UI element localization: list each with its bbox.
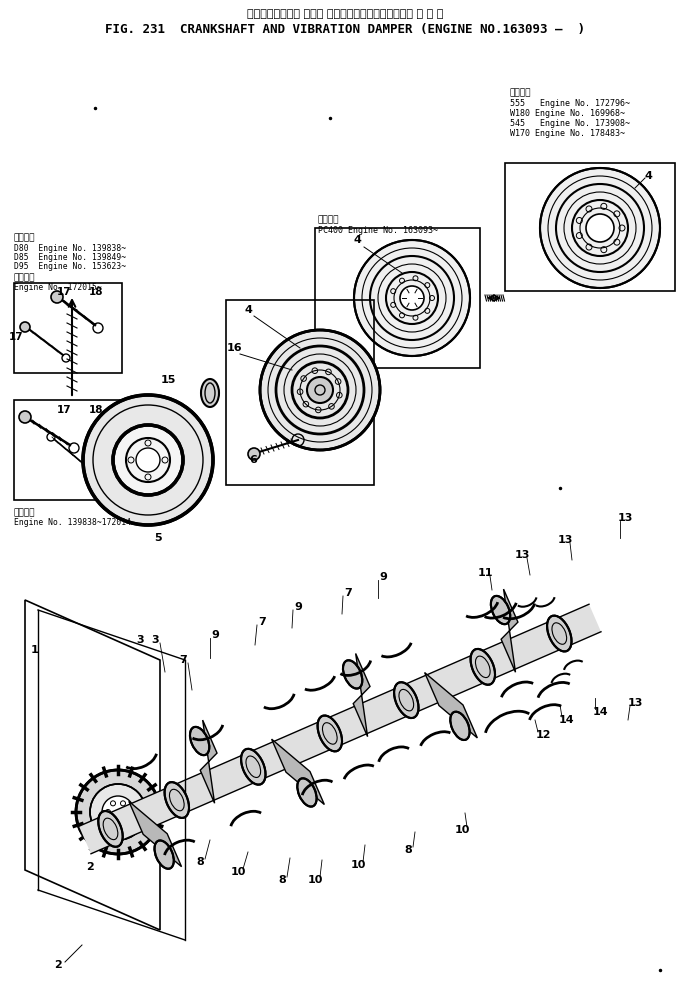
Text: 8: 8	[196, 857, 204, 867]
Text: W170 Engine No. 178483~: W170 Engine No. 178483~	[510, 128, 625, 137]
Text: 14: 14	[559, 715, 575, 725]
Text: 12: 12	[535, 730, 551, 740]
Circle shape	[76, 770, 160, 854]
Bar	[315, 228, 480, 368]
Text: 17: 17	[57, 287, 71, 297]
Text: 2: 2	[86, 862, 94, 872]
Text: D85  Engine No. 139849~: D85 Engine No. 139849~	[14, 253, 126, 262]
Text: 4: 4	[353, 235, 361, 245]
Ellipse shape	[343, 660, 362, 688]
Text: 13: 13	[558, 535, 573, 545]
Circle shape	[540, 168, 660, 288]
Text: 17: 17	[9, 332, 23, 342]
Text: Engine No. 172015~: Engine No. 172015~	[14, 283, 101, 292]
Circle shape	[354, 240, 470, 356]
Bar	[14, 283, 122, 373]
Circle shape	[400, 286, 424, 310]
Bar	[14, 400, 122, 500]
Text: 18: 18	[89, 405, 104, 415]
Circle shape	[20, 322, 30, 332]
Circle shape	[248, 448, 260, 460]
Text: 14: 14	[592, 707, 608, 717]
Circle shape	[113, 425, 183, 495]
Text: 7: 7	[179, 655, 187, 665]
Ellipse shape	[317, 715, 342, 751]
Text: 1: 1	[31, 645, 39, 655]
Ellipse shape	[98, 811, 123, 847]
Polygon shape	[424, 672, 477, 738]
Text: PC400 Engine No. 163093~: PC400 Engine No. 163093~	[318, 225, 438, 234]
Text: 11: 11	[477, 568, 493, 578]
Text: 4: 4	[244, 305, 252, 315]
Polygon shape	[272, 739, 324, 805]
Circle shape	[136, 448, 160, 472]
Ellipse shape	[201, 379, 219, 407]
Text: 7: 7	[258, 617, 266, 627]
Text: 16: 16	[226, 343, 242, 353]
Ellipse shape	[190, 727, 209, 755]
Bar	[505, 163, 675, 291]
Text: 13: 13	[514, 550, 530, 560]
Bar	[226, 300, 374, 485]
Ellipse shape	[165, 782, 189, 818]
Circle shape	[260, 330, 380, 450]
Polygon shape	[79, 605, 601, 854]
Ellipse shape	[491, 596, 510, 624]
Text: 18: 18	[89, 287, 104, 297]
Text: 2: 2	[54, 960, 62, 970]
Text: 8: 8	[278, 875, 286, 885]
Text: W180 Engine No. 169968~: W180 Engine No. 169968~	[510, 109, 625, 118]
Text: 10: 10	[307, 875, 323, 885]
Text: FIG. 231  CRANKSHAFT AND VIBRATION DAMPER (ENGINE NO.163093 –  ): FIG. 231 CRANKSHAFT AND VIBRATION DAMPER…	[105, 23, 585, 36]
Text: 7: 7	[344, 588, 352, 598]
Circle shape	[90, 784, 146, 840]
Text: 9: 9	[211, 630, 219, 640]
Text: 適用号機: 適用号機	[14, 274, 35, 283]
Text: 9: 9	[294, 602, 302, 612]
Circle shape	[307, 377, 333, 403]
Polygon shape	[129, 802, 181, 867]
Polygon shape	[501, 589, 518, 672]
Text: 10: 10	[454, 825, 470, 835]
Circle shape	[51, 291, 63, 303]
Polygon shape	[353, 653, 370, 737]
Text: 4: 4	[644, 171, 652, 181]
Ellipse shape	[451, 712, 470, 740]
Text: 10: 10	[230, 867, 246, 877]
Ellipse shape	[241, 749, 266, 785]
Text: 555   Engine No. 172796~: 555 Engine No. 172796~	[510, 99, 630, 108]
Circle shape	[83, 395, 213, 525]
Ellipse shape	[155, 841, 174, 869]
Text: 9: 9	[379, 572, 387, 582]
Text: 適用号機: 適用号機	[318, 215, 339, 224]
Text: クランクシャフト および バイブレーションダンパ　適 用 号 機: クランクシャフト および バイブレーションダンパ 適 用 号 機	[247, 9, 443, 19]
Ellipse shape	[471, 649, 495, 685]
Text: 13: 13	[618, 513, 633, 523]
Text: 8: 8	[404, 845, 412, 855]
Text: 5: 5	[154, 533, 162, 543]
Text: 15: 15	[160, 375, 176, 385]
Text: 適用号機: 適用号機	[14, 233, 35, 242]
Text: D80  Engine No. 139838~: D80 Engine No. 139838~	[14, 243, 126, 253]
Circle shape	[102, 796, 134, 828]
Text: 適用号機: 適用号機	[510, 89, 531, 98]
Ellipse shape	[394, 682, 419, 718]
Text: 545   Engine No. 173908~: 545 Engine No. 173908~	[510, 119, 630, 127]
Text: 適用号機: 適用号機	[14, 509, 35, 518]
Text: 10: 10	[351, 860, 366, 870]
Text: 3: 3	[151, 635, 159, 645]
Circle shape	[586, 214, 614, 242]
Ellipse shape	[547, 616, 571, 651]
Text: 13: 13	[627, 698, 642, 708]
Text: D95  Engine No. 153623~: D95 Engine No. 153623~	[14, 262, 126, 271]
Circle shape	[19, 411, 31, 423]
Text: 3: 3	[136, 635, 144, 645]
Ellipse shape	[297, 778, 317, 807]
Text: 17: 17	[57, 405, 71, 415]
Text: 6: 6	[249, 455, 257, 465]
Polygon shape	[200, 720, 217, 803]
Text: Engine No. 139838~172014: Engine No. 139838~172014	[14, 518, 131, 527]
